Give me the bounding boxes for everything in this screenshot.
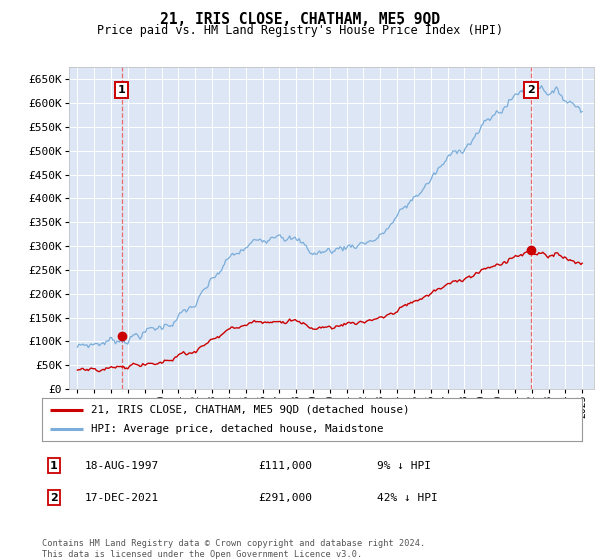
Text: 2: 2 bbox=[527, 85, 535, 95]
Text: 2: 2 bbox=[50, 493, 58, 503]
Text: 42% ↓ HPI: 42% ↓ HPI bbox=[377, 493, 437, 503]
Text: 9% ↓ HPI: 9% ↓ HPI bbox=[377, 461, 431, 470]
Text: 1: 1 bbox=[118, 85, 125, 95]
Text: HPI: Average price, detached house, Maidstone: HPI: Average price, detached house, Maid… bbox=[91, 424, 383, 434]
Text: 21, IRIS CLOSE, CHATHAM, ME5 9QD: 21, IRIS CLOSE, CHATHAM, ME5 9QD bbox=[160, 12, 440, 27]
Text: 1: 1 bbox=[50, 461, 58, 470]
Text: 21, IRIS CLOSE, CHATHAM, ME5 9QD (detached house): 21, IRIS CLOSE, CHATHAM, ME5 9QD (detach… bbox=[91, 405, 409, 414]
Text: 18-AUG-1997: 18-AUG-1997 bbox=[85, 461, 160, 470]
Text: £291,000: £291,000 bbox=[258, 493, 312, 503]
Text: Contains HM Land Registry data © Crown copyright and database right 2024.
This d: Contains HM Land Registry data © Crown c… bbox=[42, 539, 425, 559]
Text: 17-DEC-2021: 17-DEC-2021 bbox=[85, 493, 160, 503]
Text: Price paid vs. HM Land Registry's House Price Index (HPI): Price paid vs. HM Land Registry's House … bbox=[97, 24, 503, 37]
Text: £111,000: £111,000 bbox=[258, 461, 312, 470]
